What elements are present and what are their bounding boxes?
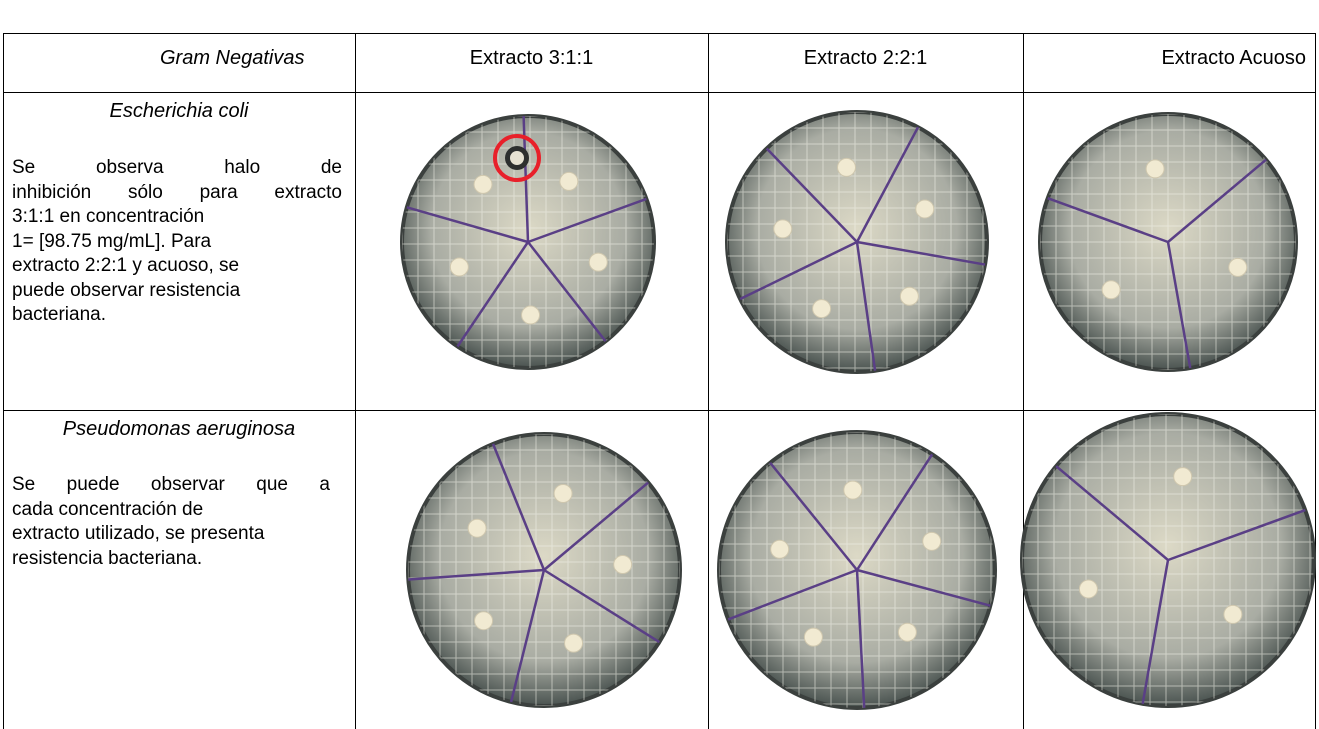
disc: [915, 199, 935, 219]
disc: [803, 627, 823, 647]
petri-dish: [1020, 412, 1316, 708]
text-line: bacteriana.: [12, 304, 107, 325]
divider: [856, 240, 986, 266]
divider: [769, 461, 858, 571]
text-line: cada concentración de: [12, 498, 204, 520]
disc: [922, 531, 942, 551]
disc: [1145, 159, 1165, 179]
disc: [897, 622, 917, 642]
text-line: 3:1:1 en concentración: [12, 206, 205, 227]
disc: [521, 305, 541, 325]
text-line: 1= [98.75 mg/mL]. Para: [12, 230, 212, 252]
col-line: [355, 33, 356, 729]
divider: [491, 443, 546, 571]
table-border: [3, 33, 1316, 729]
disc: [474, 611, 494, 631]
disc: [843, 480, 863, 500]
disc: [812, 299, 832, 319]
divider: [408, 568, 545, 581]
disc: [837, 157, 857, 177]
divider: [855, 241, 877, 371]
text-line: extracto utilizado, se presenta: [12, 523, 265, 544]
divider: [1055, 465, 1169, 561]
petri-dish: [1038, 112, 1298, 372]
divider: [543, 568, 660, 644]
divider: [727, 568, 858, 621]
header-cell: Extracto 2:2:1: [803, 47, 928, 69]
header-cell: Extracto Acuoso: [1161, 47, 1306, 69]
row-line: [3, 92, 1316, 93]
divider: [1167, 158, 1267, 243]
disc: [1078, 579, 1098, 599]
divider: [509, 569, 546, 703]
disc: [1228, 257, 1248, 277]
text-line: extracto 2:2:1 y acuoso, se: [12, 255, 240, 276]
divider: [739, 240, 858, 301]
col-line: [708, 33, 709, 729]
divider: [527, 241, 607, 343]
disc: [770, 539, 790, 559]
description: Se puede observar que a cada concentraci…: [12, 473, 330, 571]
header-cell: Extracto 3:1:1: [469, 47, 594, 69]
disc: [1223, 604, 1243, 624]
divider: [1167, 508, 1306, 562]
divider: [406, 206, 529, 244]
col-line: [1023, 33, 1024, 729]
divider: [765, 147, 858, 243]
row-line: [3, 410, 1316, 411]
header-cell: Gram Negativas: [160, 47, 305, 69]
text-line: Se puede observar que a: [12, 474, 330, 495]
divider: [543, 481, 649, 571]
disc: [773, 219, 793, 239]
divider: [1166, 241, 1192, 369]
disc: [473, 174, 493, 194]
disc: [588, 252, 608, 272]
text-line: inhibición sólo para extracto: [12, 181, 342, 203]
divider: [1141, 559, 1170, 704]
disc: [510, 151, 524, 165]
disc: [559, 171, 579, 191]
petri-dish: [725, 110, 989, 374]
petri-dish: [717, 430, 997, 710]
organism: Escherichia coli: [109, 100, 249, 122]
petri-dish: [400, 114, 656, 370]
text-line: resistencia bacteriana.: [12, 547, 203, 569]
divider: [1047, 197, 1169, 244]
divider: [456, 241, 530, 348]
disc: [1173, 467, 1193, 487]
disc: [449, 257, 469, 277]
organism: Pseudomonas aeruginosa: [62, 418, 296, 440]
disc: [467, 518, 487, 538]
disc: [1101, 280, 1121, 300]
text-line: Se observa halo de: [12, 157, 342, 178]
divider: [856, 568, 991, 607]
disc: [564, 633, 584, 653]
disc: [613, 554, 633, 574]
divider: [855, 126, 920, 243]
highlight-ring: [493, 134, 541, 182]
divider: [527, 197, 647, 244]
divider: [855, 569, 866, 708]
text-line: puede observar resistencia: [12, 279, 241, 301]
divider: [855, 453, 934, 571]
disc: [553, 483, 573, 503]
disc: [899, 286, 919, 306]
petri-dish: [406, 432, 682, 708]
description: Se observa halo de inhibición sólo para …: [12, 156, 342, 328]
